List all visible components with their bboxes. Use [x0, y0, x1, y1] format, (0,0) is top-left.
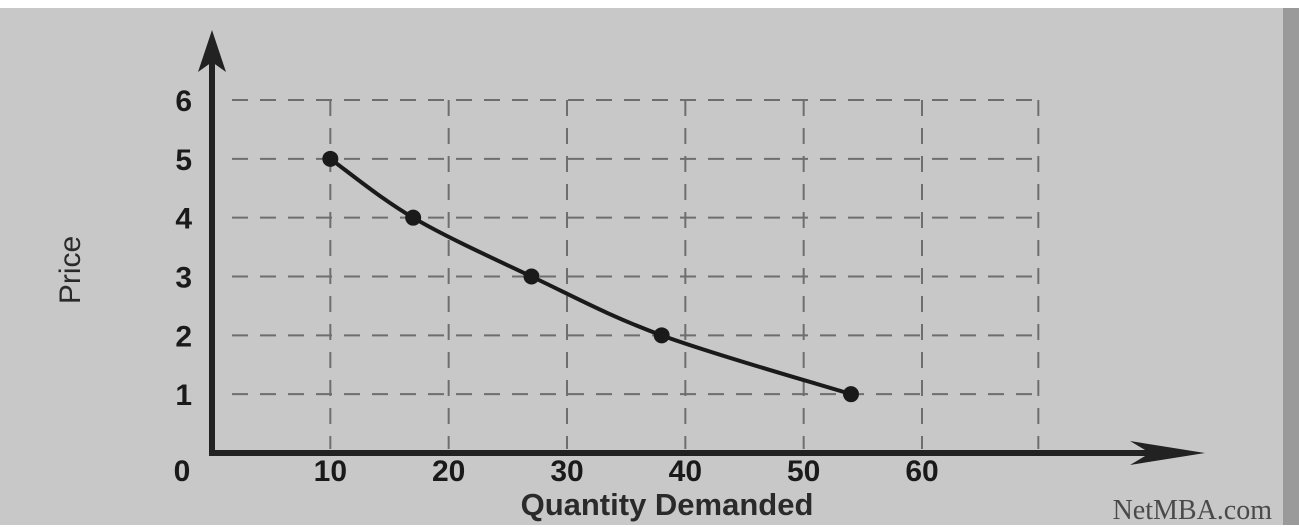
x-tick-label: 60	[905, 455, 938, 488]
y-tick-label: 6	[175, 85, 192, 118]
y-axis-title: Price	[54, 236, 87, 304]
y-tick-label: 2	[175, 320, 192, 353]
x-tick-label: 20	[432, 455, 465, 488]
source-credit: NetMBA.com	[1113, 495, 1273, 526]
y-axis-arrow	[198, 30, 226, 72]
data-points	[322, 150, 859, 403]
x-tick-label: 10	[314, 455, 347, 488]
data-point	[405, 209, 422, 226]
y-tick-label: 1	[175, 379, 192, 412]
data-point	[843, 386, 859, 403]
y-tick-labels: 1 2 3 4 5 6	[175, 85, 192, 412]
x-tick-label: 30	[550, 455, 583, 488]
demand-curve-line	[329, 157, 852, 397]
x-axis-arrow	[1130, 441, 1205, 465]
x-tick-labels: 10 20 30 40 50 60	[314, 455, 939, 488]
chart-background	[0, 8, 1299, 525]
data-point	[322, 150, 339, 167]
y-tick-label: 3	[175, 262, 192, 295]
chart-right-edge	[1283, 8, 1299, 525]
data-point	[523, 268, 540, 285]
data-point	[653, 327, 670, 344]
y-tick-label: 5	[175, 144, 192, 177]
y-tick-label: 4	[175, 203, 192, 236]
origin-label: 0	[174, 455, 191, 488]
axes	[198, 30, 1205, 465]
x-axis-title: Quantity Demanded	[521, 487, 814, 522]
x-tick-label: 40	[669, 455, 702, 488]
x-tick-label: 50	[787, 455, 820, 488]
series-curve	[329, 157, 852, 397]
